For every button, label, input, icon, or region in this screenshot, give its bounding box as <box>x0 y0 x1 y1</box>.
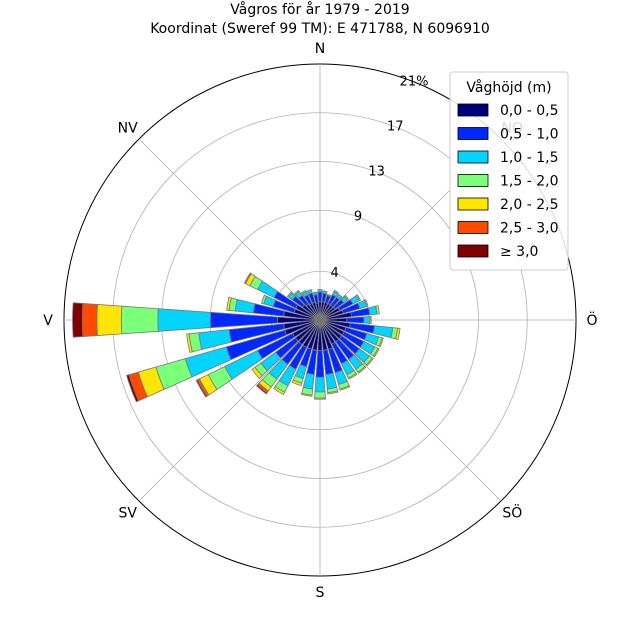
legend-label-6: ≥ 3,0 <box>500 244 538 260</box>
bar-150-4 <box>347 373 358 380</box>
bar-340-2 <box>306 289 313 295</box>
bar-280-4 <box>226 296 232 311</box>
legend-title: Våghöjd (m) <box>466 79 551 96</box>
radial-tick-label-4: 21% <box>400 75 429 90</box>
legend-label-0: 0,0 - 0,5 <box>500 103 558 119</box>
bar-270-5 <box>81 302 98 338</box>
bar-20-2 <box>326 293 332 298</box>
legend-label-4: 2,0 - 2,5 <box>500 197 558 213</box>
legend-label-5: 2,5 - 3,0 <box>500 221 558 237</box>
legend-label-3: 1,5 - 2,0 <box>500 174 558 190</box>
bar-180-3 <box>314 391 326 399</box>
legend-swatch-2 <box>457 150 489 164</box>
bar-140-4 <box>357 365 367 374</box>
bar-60-3 <box>355 294 362 302</box>
legend-swatch-0 <box>457 103 489 117</box>
grid-spoke-5 <box>138 319 321 502</box>
bar-50-3 <box>343 294 350 301</box>
bar-180-4 <box>314 397 326 400</box>
direction-label-V: V <box>43 313 53 329</box>
bar-350-2 <box>312 291 318 296</box>
direction-label-S: S <box>316 585 325 601</box>
bar-240-6 <box>195 379 208 398</box>
direction-label-Ö: Ö <box>586 311 597 329</box>
bar-230-4 <box>251 366 263 379</box>
rose-bars <box>72 272 401 403</box>
bar-90-3 <box>369 316 372 324</box>
bar-130-4 <box>365 357 374 367</box>
bar-80-3 <box>375 305 380 315</box>
radial-tick-label-0: 4 <box>331 266 339 281</box>
bar-210-4 <box>273 386 286 396</box>
bar-0-2 <box>317 289 323 293</box>
bar-0-1 <box>317 291 323 303</box>
radial-tick-label-1: 9 <box>354 210 362 225</box>
bar-170-2 <box>325 372 338 390</box>
bar-270-4 <box>96 304 123 336</box>
radial-tick-label-2: 13 <box>368 165 385 180</box>
radial-tick-labels: 4 9 13 17 21% <box>331 75 429 281</box>
direction-label-N: N <box>315 41 325 57</box>
bar-290-3 <box>260 294 268 305</box>
bar-110-4 <box>378 337 384 348</box>
legend-label-2: 1,0 - 1,5 <box>500 150 558 166</box>
bar-260-4 <box>186 333 193 353</box>
bar-200-4 <box>291 379 303 387</box>
legend-swatch-3 <box>457 174 489 187</box>
bar-320-3 <box>294 289 300 296</box>
bar-180-2 <box>314 376 326 393</box>
bar-190-4 <box>300 392 313 397</box>
legend-frame <box>449 71 569 271</box>
bar-270-3 <box>120 305 159 335</box>
bar-250-6 <box>126 374 139 403</box>
bar-170-4 <box>327 390 339 395</box>
chart-subtitle: Koordinat (Sweref 99 TM): E 471788, N 60… <box>150 21 490 37</box>
chart-title: Vågros för år 1979 - 2019 <box>230 1 409 18</box>
grid-spoke-3 <box>319 319 502 502</box>
bar-10-2 <box>322 290 328 295</box>
grid-spoke-7 <box>138 138 321 321</box>
radial-tick-label-3: 17 <box>387 120 404 135</box>
direction-label-NV: NV <box>118 121 138 137</box>
bar-300-5 <box>243 272 252 285</box>
legend: Våghöjd (m) 0,0 - 0,5 0,5 - 1,0 1,0 - 1,5 1,… <box>449 71 569 271</box>
bar-40-2 <box>335 293 343 301</box>
bar-270-6 <box>72 302 84 338</box>
bar-190-2 <box>302 372 315 390</box>
bar-310-3 <box>286 291 293 298</box>
bar-90-2 <box>363 316 371 324</box>
bar-180-1 <box>315 349 325 378</box>
bar-160-4 <box>339 385 351 391</box>
bar-100-4 <box>395 327 401 340</box>
legend-swatch-4 <box>457 197 489 211</box>
legend-label-1: 0,5 - 1,0 <box>500 127 558 143</box>
bar-120-4 <box>373 347 380 358</box>
bar-220-6 <box>255 384 268 395</box>
bar-90-1 <box>346 316 365 324</box>
direction-label-SV: SV <box>118 505 137 521</box>
bar-70-3 <box>364 299 369 308</box>
bar-30-3 <box>333 289 339 295</box>
legend-swatch-5 <box>457 221 489 234</box>
bar-280-2 <box>234 298 256 314</box>
legend-swatch-6 <box>457 244 489 258</box>
bar-270-2 <box>157 308 211 332</box>
direction-label-SÖ: SÖ <box>502 503 522 521</box>
bar-330-3 <box>301 289 307 295</box>
legend-swatch-1 <box>457 127 489 140</box>
